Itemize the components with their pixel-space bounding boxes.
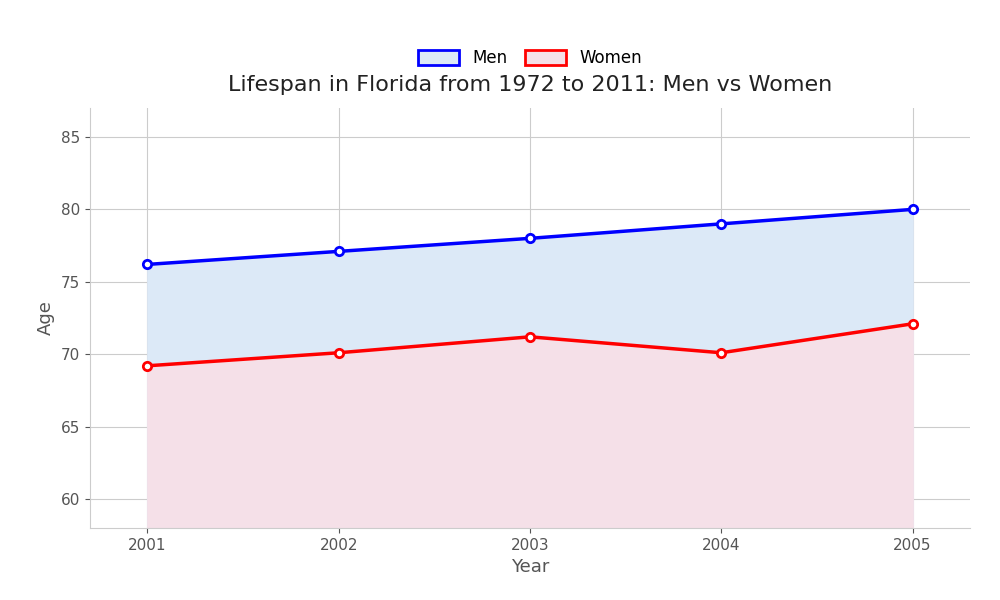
- X-axis label: Year: Year: [511, 558, 549, 576]
- Y-axis label: Age: Age: [37, 301, 55, 335]
- Title: Lifespan in Florida from 1972 to 2011: Men vs Women: Lifespan in Florida from 1972 to 2011: M…: [228, 76, 832, 95]
- Legend: Men, Women: Men, Women: [409, 41, 651, 76]
